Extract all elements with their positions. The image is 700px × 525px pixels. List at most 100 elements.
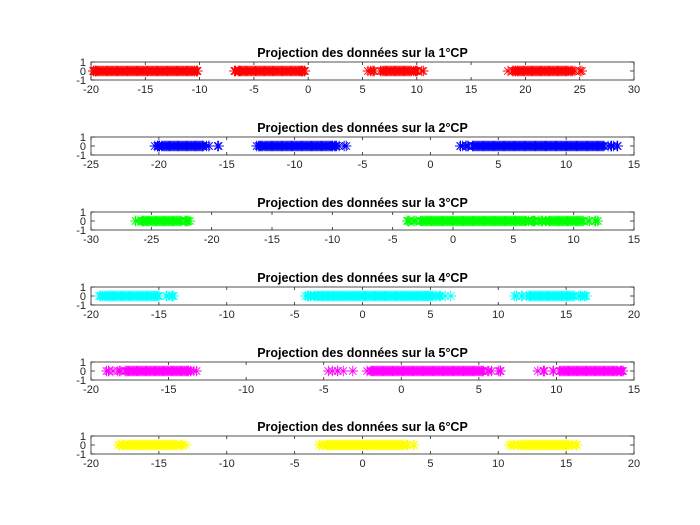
y-tick-label: -1 — [76, 75, 86, 87]
x-tick-label: 10 — [492, 458, 504, 470]
data-point — [513, 439, 524, 451]
x-tick-label: -20 — [83, 309, 99, 321]
data-point — [567, 439, 578, 451]
data-point — [152, 140, 163, 152]
x-tick-label: 5 — [476, 384, 482, 396]
data-points — [112, 439, 583, 451]
x-tick-label: -15 — [151, 458, 167, 470]
data-point — [457, 140, 468, 152]
data-points — [130, 215, 603, 227]
data-point — [407, 215, 419, 227]
x-tick-label: 5 — [427, 458, 433, 470]
data-point — [509, 65, 521, 77]
data-point — [579, 290, 591, 302]
data-point — [605, 140, 617, 152]
data-point — [433, 290, 445, 302]
data-point — [375, 65, 386, 77]
subplot-title: Projection des données sur la 3°CP — [257, 196, 468, 210]
data-point — [574, 65, 586, 77]
y-tick-label: 0 — [80, 291, 86, 303]
x-tick-label: 20 — [519, 84, 531, 96]
data-point — [612, 365, 623, 377]
x-tick-label: 0 — [359, 309, 365, 321]
data-point — [233, 65, 245, 77]
data-point — [582, 215, 594, 227]
x-tick-label: -5 — [388, 234, 398, 246]
x-tick-label: -15 — [151, 309, 167, 321]
data-point — [532, 365, 544, 377]
x-tick-label: 0 — [359, 458, 365, 470]
x-tick-label: -15 — [137, 84, 153, 96]
x-tick-label: -20 — [83, 458, 99, 470]
data-point — [317, 439, 328, 451]
data-point — [160, 290, 172, 302]
x-tick-label: -15 — [264, 234, 280, 246]
data-point — [361, 365, 373, 377]
x-tick-label: 10 — [550, 384, 562, 396]
x-tick-label: 30 — [628, 84, 640, 96]
data-point — [541, 215, 552, 227]
x-tick-label: -10 — [324, 234, 340, 246]
subplot-5: Projection des données sur la 5°CP-20 -15… — [76, 346, 640, 396]
x-tick-label: 20 — [628, 309, 640, 321]
subplot-title: Projection des données sur la 2°CP — [257, 121, 468, 135]
data-point — [592, 215, 603, 227]
y-tick-label: -1 — [76, 449, 86, 461]
x-tick-label: 10 — [568, 234, 580, 246]
y-tick-label: 0 — [80, 66, 86, 78]
data-point — [511, 290, 522, 302]
x-tick-label: 5 — [510, 234, 516, 246]
x-tick-label: 25 — [574, 84, 586, 96]
data-point — [565, 65, 576, 77]
subplot-title: Projection des données sur la 1°CP — [257, 46, 468, 60]
data-point — [332, 365, 343, 377]
y-tick-label: 1 — [80, 282, 86, 294]
y-tick-label: 1 — [80, 207, 86, 219]
subplot-3: Projection des données sur la 3°CP -30 -25… — [76, 196, 640, 246]
y-tick-label: 0 — [80, 141, 86, 153]
x-tick-label: 0 — [427, 159, 433, 171]
data-points — [93, 290, 592, 302]
data-point — [482, 365, 493, 377]
data-point — [538, 365, 549, 377]
subplot-4: Projection des données sur la 4°CP -20 -15… — [76, 271, 640, 321]
x-tick-label: -20 — [83, 84, 99, 96]
x-tick-label: -10 — [238, 384, 254, 396]
data-point — [408, 439, 419, 451]
data-point — [402, 439, 413, 451]
data-point — [103, 365, 114, 377]
x-tick-label: -10 — [192, 84, 208, 96]
x-tick-label: 15 — [560, 458, 572, 470]
x-tick-label: 5 — [495, 159, 501, 171]
subplot-title: Projection des données sur la 5°CP — [257, 346, 468, 360]
data-point — [494, 365, 506, 377]
data-point — [368, 65, 379, 77]
y-tick-label: -1 — [76, 150, 86, 162]
x-tick-label: -10 — [287, 159, 303, 171]
data-point — [97, 290, 108, 302]
x-tick-label: -20 — [151, 159, 167, 171]
x-tick-label: -5 — [249, 84, 259, 96]
x-tick-label: -20 — [204, 234, 220, 246]
data-point — [203, 140, 215, 152]
y-tick-label: 0 — [80, 440, 86, 452]
x-tick-label: -25 — [83, 159, 99, 171]
y-tick-label: 1 — [80, 357, 86, 369]
data-point — [212, 140, 223, 152]
y-tick-label: 1 — [80, 132, 86, 144]
x-tick-label: -15 — [161, 384, 177, 396]
x-tick-label: 5 — [359, 84, 365, 96]
x-tick-label: 15 — [628, 234, 640, 246]
data-points — [101, 365, 629, 377]
subplot-1: Projection des données sur la 1°CP-20 -15… — [76, 46, 640, 96]
data-point — [185, 365, 196, 377]
data-point — [439, 290, 451, 302]
x-tick-label: 15 — [628, 384, 640, 396]
x-tick-label: -25 — [143, 234, 159, 246]
x-tick-label: -15 — [219, 159, 235, 171]
data-points — [87, 65, 588, 77]
data-point — [153, 290, 165, 302]
x-tick-label: -5 — [319, 384, 329, 396]
x-tick-label: -5 — [290, 458, 300, 470]
subplot-title: Projection des données sur la 4°CP — [257, 271, 468, 285]
